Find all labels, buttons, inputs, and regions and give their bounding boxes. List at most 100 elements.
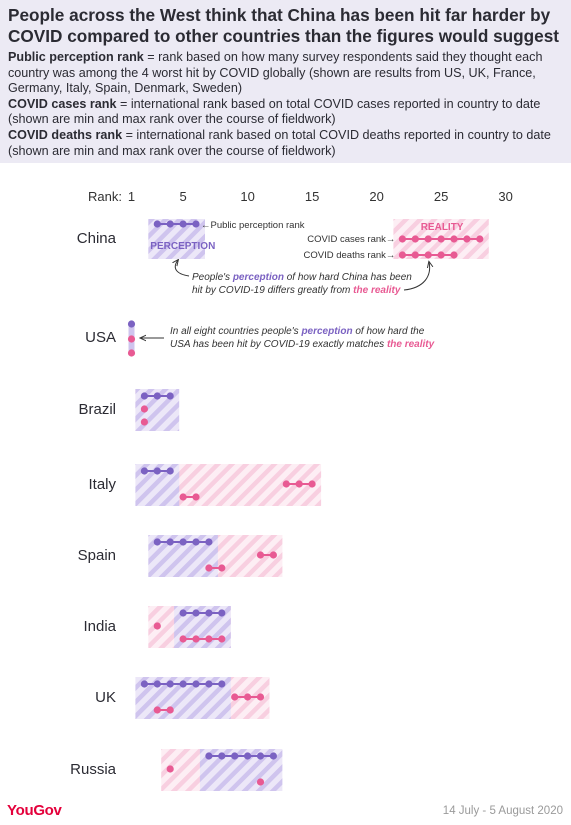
cases-rank-point (127, 335, 136, 343)
perception-rank-point (179, 538, 187, 546)
definition-deaths: COVID deaths rank = international rank b… (8, 128, 564, 159)
perception-rank-point (127, 320, 136, 328)
cases-marker-label: COVID cases rank→ (307, 234, 395, 245)
china-note-line-1: People's perception of how hard China ha… (192, 272, 412, 283)
perception-rank-point (140, 680, 148, 688)
perception-rank-point (166, 467, 174, 475)
tick-label: 1 (128, 189, 135, 204)
deaths-rank (179, 635, 226, 643)
definition-text: = international rank based on total COVI… (8, 96, 541, 127)
country-label: Brazil (78, 401, 116, 418)
china-note-line-2: hit by COVID-19 differs greatly from the… (192, 285, 401, 296)
perception-rank-point (153, 467, 161, 475)
tick-label: 20 (369, 189, 383, 204)
deaths-rank-point (140, 418, 148, 426)
perception-rank-point (218, 752, 226, 760)
deaths-rank-point (192, 493, 200, 501)
perception-rank-point (244, 752, 252, 760)
perception-rank-point (218, 609, 226, 617)
cases-rank-point (282, 480, 290, 488)
fieldwork-dates: 14 July - 5 August 2020 (442, 805, 563, 817)
perception-rank-point (205, 680, 213, 688)
definition-text: = international rank based on total COVI… (8, 127, 551, 158)
perception-rank-point (153, 538, 161, 546)
country-label: Italy (88, 476, 116, 493)
perception-rank-point (140, 467, 148, 475)
perception-rank (205, 752, 277, 760)
perception-rank (179, 609, 226, 617)
country-label: UK (95, 689, 116, 706)
cases-rank-point (140, 405, 148, 413)
tick-label: 15 (305, 189, 319, 204)
cases-rank-point (463, 235, 471, 243)
deaths-rank-point (437, 251, 445, 259)
cases-rank-point (308, 480, 316, 488)
perception-rank-point (179, 609, 187, 617)
perception-rank-point (153, 680, 161, 688)
country-label: India (83, 618, 116, 635)
perception-rank (140, 467, 174, 475)
perception-box-label: PERCEPTION (150, 241, 215, 252)
perception-rank-point (205, 538, 213, 546)
perception-rank (140, 392, 174, 400)
deaths-rank (153, 706, 174, 714)
cases-rank (282, 480, 316, 488)
deaths-rank (398, 251, 458, 259)
deaths-rank-point (424, 251, 432, 259)
deaths-rank-point (218, 635, 226, 643)
chart-title: People across the West think that China … (8, 5, 560, 46)
cases-rank-point (256, 693, 265, 701)
brand-logo: YouGov (7, 802, 62, 819)
cases-rank-point (269, 551, 277, 559)
cases-rank-point (450, 235, 458, 243)
definition-term: Public perception rank (8, 50, 144, 64)
perception-rank-point (192, 538, 200, 546)
cases-rank (140, 405, 148, 413)
tick-label: 5 (179, 189, 186, 204)
usa-note-line-1: In all eight countries people's percepti… (170, 326, 425, 337)
perception-rank-point (179, 220, 187, 228)
perception-rank-point (166, 392, 174, 400)
deaths-rank (179, 493, 200, 501)
deaths-rank-point (127, 349, 136, 357)
usa-note-line-2: USA has been hit by COVID-19 exactly mat… (170, 339, 435, 350)
perception-rank-point (179, 680, 187, 688)
deaths-rank-point (398, 251, 406, 259)
deaths-rank (140, 418, 148, 426)
cases-rank (153, 622, 161, 630)
perception-rank-point (153, 220, 161, 228)
perception-rank-point (153, 392, 161, 400)
perception-rank (153, 538, 213, 546)
axis-label: Rank: (88, 189, 122, 204)
rank-chart: Rank: 1 5 10 15 20 25 30ChinaUSABrazilItalySpai… (70, 189, 513, 791)
tick-label: 10 (240, 189, 254, 204)
cases-rank-point (244, 693, 252, 701)
perception-rank-point (218, 680, 226, 688)
cases-rank-point (295, 480, 303, 488)
perception-rank (140, 680, 226, 688)
cases-rank (256, 551, 277, 559)
tick-label: 30 (498, 189, 512, 204)
country-label: Russia (70, 761, 117, 778)
cases-rank (398, 235, 484, 243)
china-note-arrow-right (403, 262, 430, 291)
cases-rank-point (398, 235, 406, 243)
definition-cases: COVID cases rank = international rank ba… (8, 97, 564, 128)
country-label: USA (85, 329, 116, 346)
cases-rank (231, 693, 265, 701)
cases-rank-point (153, 622, 161, 630)
perception-rank-point (205, 609, 213, 617)
perception-rank-point (205, 752, 213, 760)
perception-rank-point (192, 609, 200, 617)
deaths-rank-point (192, 635, 200, 643)
deaths-rank-point (179, 635, 187, 643)
definition-perception: Public perception rank = rank based on h… (8, 50, 564, 97)
perception-rank-point (166, 538, 174, 546)
deaths-marker-label: COVID deaths rank→ (304, 250, 396, 261)
header-panel: People across the West think that China … (0, 0, 571, 163)
perception-rank-point (166, 220, 174, 228)
deaths-rank-point (153, 706, 161, 714)
perception-rank-point (256, 752, 265, 760)
china-note-arrow-left (175, 260, 190, 277)
deaths-rank-point (166, 706, 174, 714)
